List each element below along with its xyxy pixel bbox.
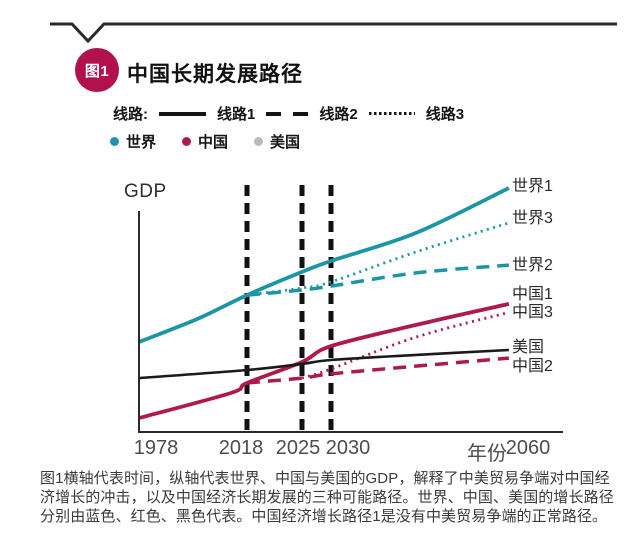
legend-item-world: 世界 [110,131,156,152]
series-line-world-1 [138,186,510,344]
top-accent-line [50,22,617,44]
curve-label-world-2: 世界2 [512,257,553,275]
legend-route2-label: 线路2 [319,106,358,123]
figure-badge: 图1 [75,48,119,92]
x-tick-1978: 1978 [133,437,179,459]
curve-label-world-1: 世界1 [512,178,553,195]
legend-world-label: 世界 [126,134,157,151]
caption-line-1: 图1横轴代表时间，纵轴代表世界、中国与美国的GDP，解释了中美贸易争端对中国经 [40,470,610,487]
route3-dotted-line-swatch [368,112,415,115]
curve-label-usa: 美国 [512,339,545,357]
caption-line-2: 济增长的冲击，以及中国经济长期发展的三种可能路径。世界、中国、美国的增长路径 [40,489,614,506]
guide-lines-layer [244,185,334,430]
world-color-dot-icon [110,137,119,146]
figure-title: 中国长期发展路径 [127,63,303,86]
series-line-world-2 [246,263,510,297]
series-line-china-1 [138,302,510,420]
legend-routes: 线路: 线路1 线路2 线路3 [113,103,464,124]
x-tick-2025: 2025 [275,437,321,459]
series-lines-layer [138,186,510,420]
series-line-china-2 [246,356,510,385]
series-line-usa [138,348,509,380]
figure-caption: 图1横轴代表时间，纵轴代表世界、中国与美国的GDP，解释了中美贸易争端对中国经 … [40,469,618,526]
curve-label-world-3: 世界3 [512,209,553,227]
legend-item-china: 中国 [182,131,228,152]
legend-china-label: 中国 [198,134,229,151]
legend-usa-label: 美国 [270,134,301,151]
curve-label-china-3: 中国3 [512,304,553,322]
legend-regions: 世界 中国 美国 [110,131,300,152]
curve-label-china-2: 中国2 [512,358,553,376]
y-axis-title: GDP [124,181,167,202]
caption-line-3: 分别由蓝色、红色、黑色代表。中国经济增长路径1是没有中美贸易争端的正常路径。 [40,508,608,525]
x-tick-2060: 2060 [505,437,551,459]
legend-routes-label: 线路: [113,106,148,123]
x-tick-2018: 2018 [218,437,264,459]
usa-color-dot-icon [254,137,264,146]
legend-item-usa: 美国 [254,131,300,152]
curve-label-china-1: 中国1 [512,285,553,303]
china-color-dot-icon [182,137,192,146]
x-tick-2030: 2030 [325,437,371,459]
legend-route3-label: 线路3 [425,106,465,123]
route2-dashed-line-swatch [266,111,309,116]
route1-solid-line-swatch [159,111,206,116]
legend-route1-label: 线路1 [217,106,256,123]
series-line-world-3 [246,221,510,297]
x-axis-title: 年份 [467,443,507,465]
